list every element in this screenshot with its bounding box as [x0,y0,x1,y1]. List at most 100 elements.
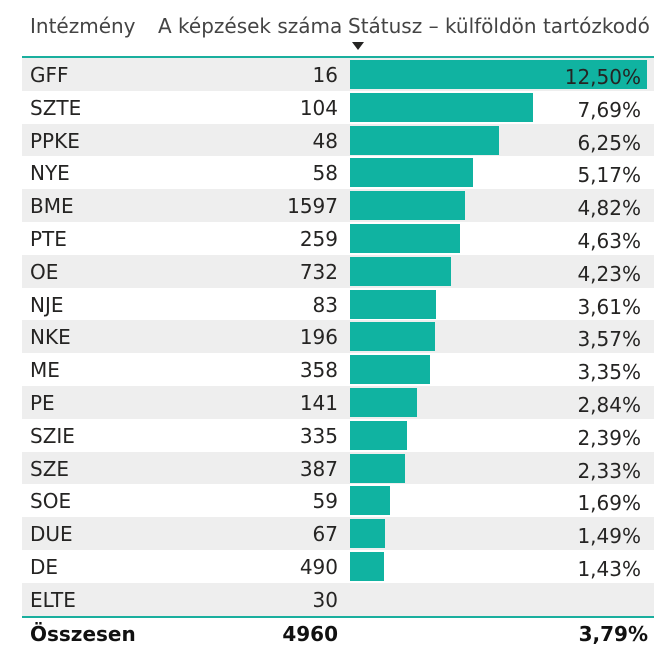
institution-cell: SOE [30,489,72,514]
trainings-count-cell: 335 [299,423,338,448]
institution-cell: DE [30,554,59,579]
table-row[interactable]: OE 732 4,23% [22,254,654,288]
table-header: Intézmény A képzések száma Státusz – kül… [22,4,654,58]
status-bar-cell: 3,61% [350,289,647,319]
data-bar [350,92,533,122]
status-percentage: 1,49% [577,524,641,549]
table-row[interactable]: DE 490 1,43% [22,550,654,583]
data-bar [350,387,418,417]
institution-cell: NYE [30,161,70,186]
trainings-count-cell: 58 [312,161,338,186]
trainings-count-cell: 196 [299,325,338,350]
data-bar [350,486,391,516]
status-percentage: 2,84% [577,392,641,417]
trainings-count-cell: 387 [299,456,338,481]
institution-cell: GFF [30,63,69,87]
table-body: GFF 16 12,50% SZTE 104 7,69% PPKE 48 6,25% NYE 58 5… [22,58,654,616]
institution-cell: SZTE [30,95,82,120]
institution-cell: PPKE [30,128,80,153]
trainings-count-cell: 67 [312,522,338,547]
data-bar [350,453,406,483]
status-bar-cell: 4,23% [350,256,647,286]
trainings-count-cell: 732 [299,259,338,284]
status-bar-cell: 4,82% [350,191,647,221]
status-bar-cell: 2,33% [350,453,647,483]
trainings-count-cell: 358 [299,358,338,383]
status-bar-cell: 7,69% [350,92,647,122]
status-bar-cell: 2,84% [350,387,647,417]
total-label: Összesen [30,621,136,646]
table-row[interactable]: SOE 59 1,69% [22,484,654,517]
institution-cell: SZE [30,456,70,481]
trainings-count-cell: 59 [312,489,338,514]
status-percentage: 3,35% [577,360,641,385]
status-bar-cell: 12,50% [350,60,647,89]
trainings-count-cell: 16 [312,63,338,87]
table-row[interactable]: NJE 83 3,61% [22,288,654,321]
institution-cell: OE [30,259,59,284]
data-bar [350,289,436,319]
table-row[interactable]: BME 1597 4,82% [22,189,654,222]
status-percentage: 4,82% [577,196,641,221]
trainings-count-cell: 141 [299,390,338,415]
column-header-status[interactable]: Státusz – külföldön tartózkodó [348,14,650,38]
table-row[interactable]: PE 141 2,84% [22,385,654,419]
table-row[interactable]: PTE 259 4,63% [22,222,654,255]
institution-cell: NJE [30,292,64,317]
status-bar-cell: 2,39% [350,420,647,450]
status-percentage: 7,69% [577,97,641,122]
sort-descending-icon[interactable] [352,42,364,50]
status-percentage: 4,23% [577,261,641,286]
trainings-count-cell: 30 [312,587,338,612]
status-percentage: 12,50% [564,65,641,89]
total-percentage: 3,79% [578,621,648,646]
table-row[interactable]: NYE 58 5,17% [22,156,654,189]
status-bar-cell: 1,49% [350,519,647,549]
trainings-count-cell: 490 [299,554,338,579]
table-row[interactable]: NKE 196 3,57% [22,320,654,354]
institution-cell: PTE [30,226,67,251]
status-percentage: 6,25% [577,130,641,155]
column-header-trainings[interactable]: A képzések száma [158,14,343,38]
institution-cell: DUE [30,522,73,547]
status-bar-cell: 5,17% [350,158,647,188]
data-bar [350,420,407,450]
data-bar [350,125,499,155]
status-percentage: 2,39% [577,425,641,450]
table-row[interactable]: ELTE 30 [22,582,654,616]
table-row[interactable]: SZTE 104 7,69% [22,91,654,124]
status-bar-cell: 6,25% [350,125,647,155]
status-bar-cell [350,585,647,614]
institution-cell: PE [30,390,55,415]
table-row[interactable]: SZE 387 2,33% [22,451,654,485]
trainings-count-cell: 259 [299,226,338,251]
total-row: Összesen 4960 3,79% [22,615,654,652]
data-bar [350,322,435,352]
status-bar-cell: 3,35% [350,355,647,385]
total-count: 4960 [282,621,338,646]
status-bar-cell: 1,69% [350,486,647,516]
data-table: Intézmény A képzések száma Státusz – kül… [22,4,654,652]
table-row[interactable]: GFF 16 12,50% [22,58,654,91]
institution-cell: ELTE [30,587,76,612]
institution-cell: BME [30,194,74,219]
data-bar [350,158,473,188]
status-bar-cell: 4,63% [350,223,647,253]
trainings-count-cell: 1597 [287,194,338,219]
status-bar-cell: 3,57% [350,322,647,352]
data-bar [350,191,465,221]
data-bar [350,551,384,581]
data-bar [350,60,647,89]
data-bar [350,223,460,253]
status-percentage: 1,69% [577,491,641,516]
table-row[interactable]: ME 358 3,35% [22,353,654,386]
table-row[interactable]: PPKE 48 6,25% [22,123,654,157]
table-row[interactable]: SZIE 335 2,39% [22,419,654,452]
status-percentage: 3,57% [577,327,641,352]
institution-cell: NKE [30,325,71,350]
column-header-institution[interactable]: Intézmény [30,14,136,38]
institution-cell: SZIE [30,423,75,448]
data-bar [350,355,430,385]
table-row[interactable]: DUE 67 1,49% [22,517,654,550]
trainings-count-cell: 104 [299,95,338,120]
